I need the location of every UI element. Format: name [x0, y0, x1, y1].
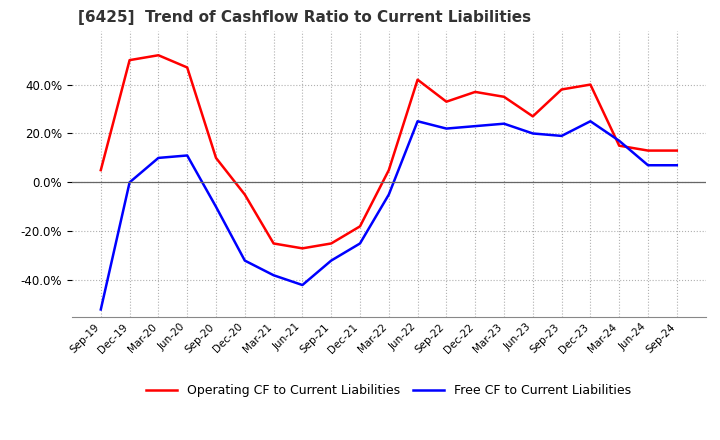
Free CF to Current Liabilities	[557, 133, 566, 139]
Operating CF to Current Liabilities	[442, 99, 451, 104]
Operating CF to Current Liabilities	[528, 114, 537, 119]
Free CF to Current Liabilities	[384, 192, 393, 197]
Free CF to Current Liabilities	[442, 126, 451, 131]
Free CF to Current Liabilities	[672, 163, 681, 168]
Free CF to Current Liabilities	[413, 119, 422, 124]
Free CF to Current Liabilities	[586, 119, 595, 124]
Operating CF to Current Liabilities	[644, 148, 652, 153]
Operating CF to Current Liabilities	[154, 53, 163, 58]
Text: [6425]  Trend of Cashflow Ratio to Current Liabilities: [6425] Trend of Cashflow Ratio to Curren…	[78, 11, 531, 26]
Free CF to Current Liabilities	[500, 121, 508, 126]
Legend: Operating CF to Current Liabilities, Free CF to Current Liabilities: Operating CF to Current Liabilities, Fre…	[141, 379, 636, 402]
Operating CF to Current Liabilities	[471, 89, 480, 95]
Operating CF to Current Liabilities	[327, 241, 336, 246]
Free CF to Current Liabilities	[615, 138, 624, 143]
Operating CF to Current Liabilities	[557, 87, 566, 92]
Free CF to Current Liabilities	[269, 273, 278, 278]
Free CF to Current Liabilities	[644, 163, 652, 168]
Free CF to Current Liabilities	[471, 124, 480, 129]
Free CF to Current Liabilities	[528, 131, 537, 136]
Free CF to Current Liabilities	[154, 155, 163, 161]
Operating CF to Current Liabilities	[183, 65, 192, 70]
Operating CF to Current Liabilities	[586, 82, 595, 87]
Operating CF to Current Liabilities	[500, 94, 508, 99]
Operating CF to Current Liabilities	[298, 246, 307, 251]
Free CF to Current Liabilities	[183, 153, 192, 158]
Operating CF to Current Liabilities	[96, 168, 105, 173]
Free CF to Current Liabilities	[356, 241, 364, 246]
Operating CF to Current Liabilities	[384, 168, 393, 173]
Free CF to Current Liabilities	[125, 180, 134, 185]
Operating CF to Current Liabilities	[269, 241, 278, 246]
Operating CF to Current Liabilities	[413, 77, 422, 82]
Operating CF to Current Liabilities	[672, 148, 681, 153]
Free CF to Current Liabilities	[240, 258, 249, 263]
Free CF to Current Liabilities	[298, 282, 307, 288]
Operating CF to Current Liabilities	[212, 155, 220, 161]
Operating CF to Current Liabilities	[240, 192, 249, 197]
Operating CF to Current Liabilities	[356, 224, 364, 229]
Free CF to Current Liabilities	[327, 258, 336, 263]
Free CF to Current Liabilities	[212, 204, 220, 209]
Free CF to Current Liabilities	[96, 307, 105, 312]
Operating CF to Current Liabilities	[125, 58, 134, 63]
Operating CF to Current Liabilities	[615, 143, 624, 148]
Line: Operating CF to Current Liabilities: Operating CF to Current Liabilities	[101, 55, 677, 248]
Line: Free CF to Current Liabilities: Free CF to Current Liabilities	[101, 121, 677, 309]
